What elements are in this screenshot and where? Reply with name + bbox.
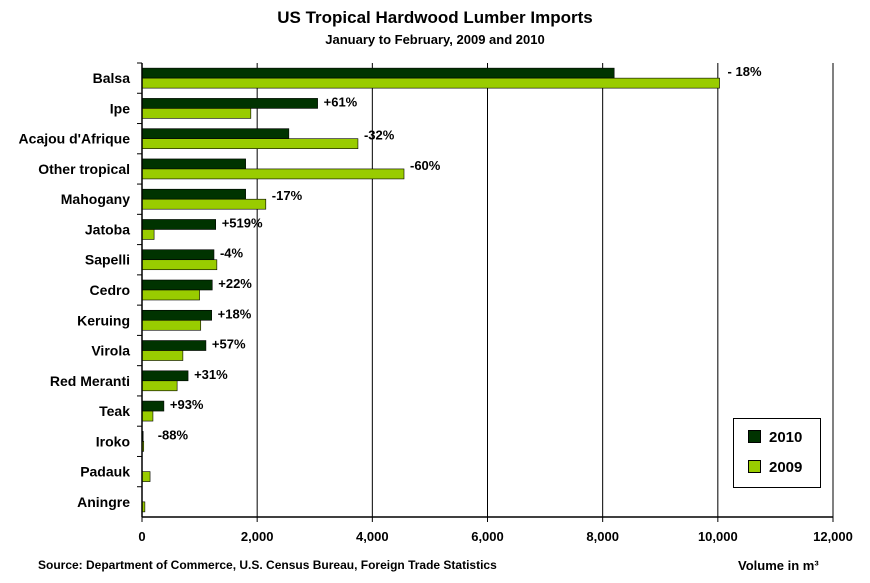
bar-2010 xyxy=(141,128,290,139)
bar-2010 xyxy=(141,158,246,170)
bar-2010 xyxy=(141,370,189,382)
bar-2009 xyxy=(141,259,218,271)
category-label: Mahogany xyxy=(61,191,130,207)
data-label: +22% xyxy=(218,276,252,291)
bar-2010 xyxy=(141,188,246,200)
data-label: -32% xyxy=(364,128,395,143)
bar-2009 xyxy=(141,77,720,89)
legend-label: 2010 xyxy=(769,429,803,446)
x-tick-label: 6,000 xyxy=(471,529,504,544)
category-label: Acajou d'Afrique xyxy=(19,131,131,147)
category-label: Teak xyxy=(99,403,130,419)
bar-2010 xyxy=(141,67,615,79)
category-label: Cedro xyxy=(90,282,130,298)
x-tick-label: 10,000 xyxy=(698,529,738,544)
bar-2010 xyxy=(141,279,213,291)
bar-2009 xyxy=(141,108,252,119)
data-label: +31% xyxy=(194,367,228,382)
category-label: Jatoba xyxy=(85,221,130,237)
data-label: -17% xyxy=(272,188,303,203)
x-tick-label: 2,000 xyxy=(241,529,274,544)
legend-swatch xyxy=(748,460,761,473)
category-label: Other tropical xyxy=(38,161,130,177)
legend: 2010 2009 xyxy=(733,418,821,488)
x-tick-label: 12,000 xyxy=(813,529,853,544)
category-label: Ipe xyxy=(110,100,130,116)
chart-title: US Tropical Hardwood Lumber Imports xyxy=(277,8,593,27)
legend-item-2009: 2009 xyxy=(748,459,802,476)
bar-2009 xyxy=(141,168,405,180)
data-label: +93% xyxy=(170,397,204,412)
data-label: - 18% xyxy=(728,64,762,79)
category-label: Red Meranti xyxy=(50,373,130,389)
category-label: Keruing xyxy=(77,312,130,328)
category-label: Sapelli xyxy=(85,252,130,268)
source-note: Source: Department of Commerce, U.S. Cen… xyxy=(38,558,497,572)
bar-2009 xyxy=(141,289,200,301)
x-axis-label: Volume in m³ xyxy=(738,558,819,573)
bar-2009 xyxy=(141,229,155,240)
bar-2009 xyxy=(141,471,151,482)
bar-2010 xyxy=(141,219,217,230)
bar-2010 xyxy=(141,249,215,261)
data-label: -88% xyxy=(158,427,189,442)
bar-2010 xyxy=(141,98,318,109)
data-label: +519% xyxy=(222,215,263,230)
data-label: +57% xyxy=(212,337,246,352)
bar-2009 xyxy=(141,319,202,331)
chart-subtitle: January to February, 2009 and 2010 xyxy=(325,32,545,47)
legend-swatch xyxy=(748,430,761,443)
x-tick-label: 4,000 xyxy=(356,529,389,544)
category-label: Balsa xyxy=(93,70,131,86)
legend-label: 2009 xyxy=(769,459,803,476)
bar-2010 xyxy=(141,400,165,412)
category-label: Aningre xyxy=(77,494,130,510)
legend-item-2010: 2010 xyxy=(748,429,802,446)
bar-2009 xyxy=(141,350,184,361)
data-label: -4% xyxy=(220,246,244,261)
data-label: +18% xyxy=(218,306,252,321)
x-tick-label: 8,000 xyxy=(586,529,619,544)
bar-2009 xyxy=(141,380,178,392)
category-label: Virola xyxy=(91,343,130,359)
bar-2009 xyxy=(141,198,267,210)
bar-2010 xyxy=(141,340,207,351)
category-label: Iroko xyxy=(96,433,130,449)
bar-2010 xyxy=(141,309,212,321)
data-label: -60% xyxy=(410,158,441,173)
bar-2009 xyxy=(141,138,359,149)
bar-2009 xyxy=(141,410,154,422)
data-label: +61% xyxy=(324,94,358,109)
category-label: Padauk xyxy=(80,464,130,480)
x-tick-label: 0 xyxy=(138,529,145,544)
